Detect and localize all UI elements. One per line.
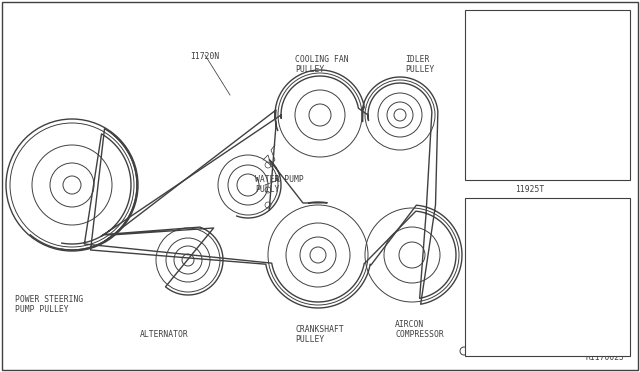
Text: 11929V: 11929V xyxy=(490,253,519,262)
Text: 11928P: 11928P xyxy=(465,228,494,237)
Text: CRANKSHAFT
PULLEY: CRANKSHAFT PULLEY xyxy=(295,325,344,344)
Text: 11925T: 11925T xyxy=(515,185,545,194)
Text: IDLER
PULLEY: IDLER PULLEY xyxy=(405,55,435,74)
Text: 11955: 11955 xyxy=(523,25,547,34)
Text: 11927Y: 11927Y xyxy=(535,208,564,217)
Text: B  091B8-8251A
      (3): B 091B8-8251A (3) xyxy=(490,155,553,169)
Text: I1720N: I1720N xyxy=(190,52,220,61)
Text: A: A xyxy=(275,175,280,184)
Text: WATER PUMP
PULLY: WATER PUMP PULLY xyxy=(255,175,304,195)
Text: COOLING FAN
PULLEY: COOLING FAN PULLEY xyxy=(295,55,349,74)
Text: ALTERNATOR: ALTERNATOR xyxy=(140,330,189,339)
Text: 11930V: 11930V xyxy=(565,315,595,324)
Text: R117002J: R117002J xyxy=(586,353,625,362)
Bar xyxy=(465,10,630,180)
Text: POWER STEERING
PUMP PULLEY: POWER STEERING PUMP PULLEY xyxy=(15,295,83,314)
Text: A: A xyxy=(473,22,479,31)
Text: 11932P: 11932P xyxy=(560,228,589,237)
Text: IDLER PULLEY: IDLER PULLEY xyxy=(518,210,577,219)
Text: AIRCON
COMPRESSOR: AIRCON COMPRESSOR xyxy=(395,320,444,339)
Bar xyxy=(465,198,630,356)
